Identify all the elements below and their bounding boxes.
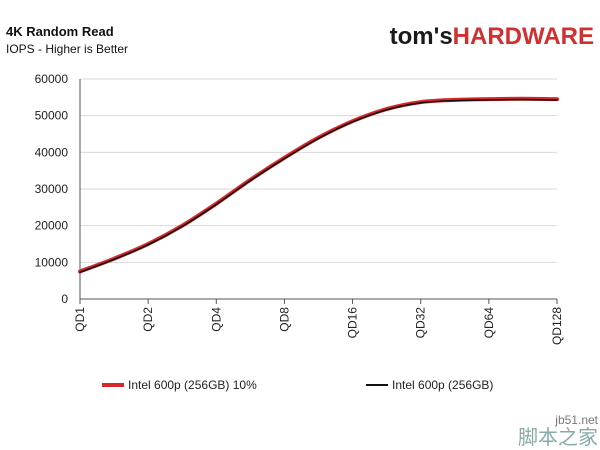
- x-tick-label: QD64: [482, 307, 496, 339]
- series: [78, 96, 559, 274]
- y-tick-label: 40000: [35, 145, 69, 159]
- y-tick-label: 60000: [35, 72, 69, 86]
- y-tick-label: 0: [61, 292, 68, 306]
- series-line-1: [78, 96, 559, 274]
- x-tick-label: QD128: [550, 307, 564, 345]
- x-axis-ticks: QD1 QD2 QD4 QD8 QD16 QD32 QD64 QD128: [73, 299, 564, 345]
- x-tick-label: QD2: [141, 307, 155, 332]
- y-tick-label: 20000: [35, 219, 69, 233]
- y-axis-ticks: 0 10000 20000 30000 40000 50000 60000: [35, 72, 69, 306]
- logo-part-2: HARDWARE: [453, 23, 594, 50]
- watermark-site: jb51.net: [554, 413, 598, 427]
- y-tick-label: 10000: [35, 255, 69, 269]
- watermark-cn: 脚本之家: [518, 426, 598, 449]
- x-tick-label: QD16: [346, 307, 360, 339]
- axes: [79, 79, 557, 300]
- chart-title: 4K Random Read: [6, 24, 114, 39]
- toms-hardware-logo: tom'sHARDWARE: [390, 23, 594, 50]
- svg-text:tom'sHARDWARE: tom'sHARDWARE: [390, 23, 594, 50]
- legend-label-series-1: Intel 600p (256GB) 10%: [128, 378, 257, 392]
- legend: Intel 600p (256GB) 10% Intel 600p (256GB…: [102, 378, 493, 392]
- x-tick-label: QD1: [73, 307, 87, 332]
- legend-label-series-2: Intel 600p (256GB): [392, 378, 493, 392]
- jb51-watermark: jb51.net 脚本之家: [518, 413, 599, 449]
- x-tick-label: QD4: [209, 307, 223, 332]
- logo-part-1: tom's: [390, 23, 453, 50]
- y-tick-label: 30000: [35, 182, 69, 196]
- grid: [80, 78, 557, 263]
- chart-subtitle: IOPS - Higher is Better: [6, 42, 128, 56]
- x-tick-label: QD32: [414, 307, 428, 339]
- y-tick-label: 50000: [35, 109, 69, 123]
- series-line-2: [79, 98, 558, 274]
- x-tick-label: QD8: [277, 307, 291, 332]
